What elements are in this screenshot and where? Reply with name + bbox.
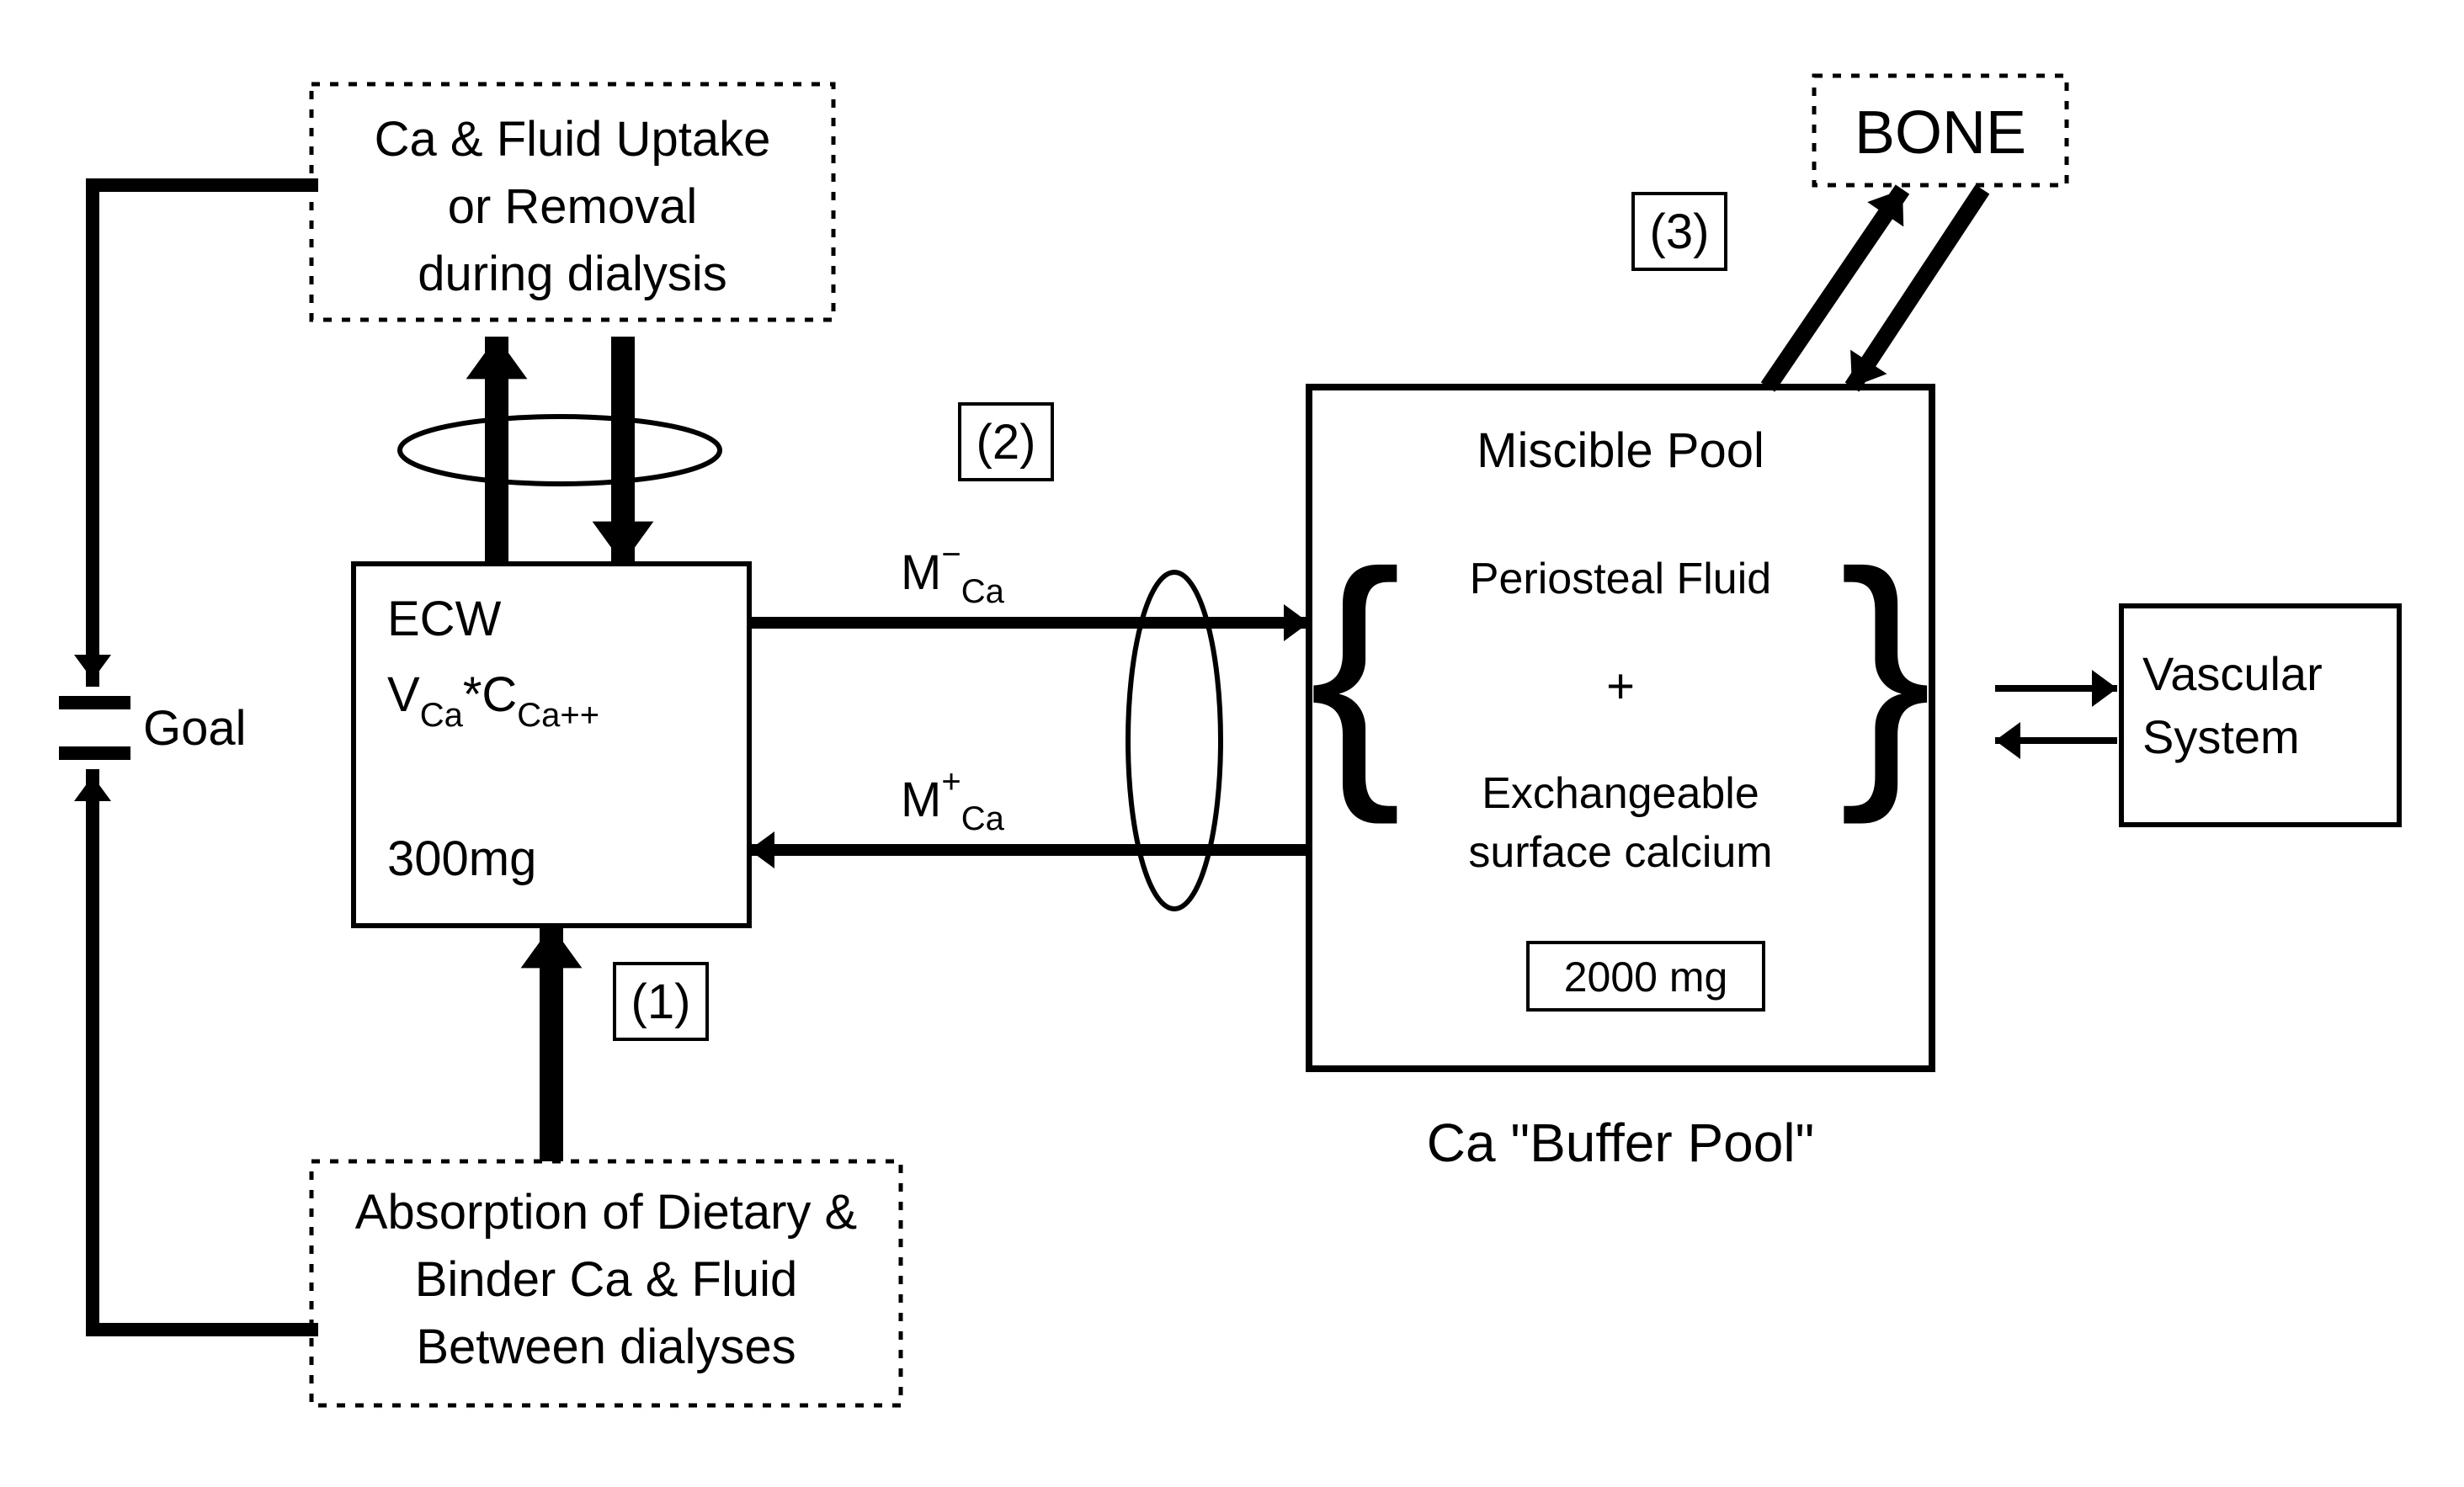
miscible-to-ecw-arrow-head — [749, 831, 774, 868]
absorption-l2: Binder Ca & Fluid — [415, 1252, 798, 1307]
absorption-l3: Between dialyses — [416, 1320, 796, 1374]
miscible-periosteal: Periosteal Fluid — [1470, 555, 1771, 603]
m-out-label: M−Ca — [901, 536, 1005, 610]
vascular-to-miscible-arrow-head — [1995, 722, 2020, 759]
vascular-l1: Vascular — [2142, 647, 2323, 700]
dialysis-up-arrow-head — [466, 337, 528, 379]
miscible-title: Miscible Pool — [1477, 423, 1764, 478]
goal-label: Goal — [143, 701, 247, 756]
marker-1: (1) — [631, 975, 691, 1029]
ecw-to-miscible-arrow-head — [1284, 604, 1309, 641]
bone-label: BONE — [1855, 99, 2026, 167]
ecw-mass: 300mg — [387, 831, 536, 886]
dialysis-down-arrow-head — [593, 522, 654, 564]
from-bone-arrow — [1852, 189, 1982, 387]
goal-bottom-arrow-head — [74, 776, 111, 801]
absorption-up-arrow-head — [521, 926, 583, 968]
brace-left: { — [1309, 514, 1402, 826]
marker-3: (3) — [1650, 204, 1710, 259]
vascular-l2: System — [2142, 710, 2300, 763]
ecw-formula: VCa*CCa++ — [387, 667, 599, 734]
m-in-label: M+Ca — [901, 763, 1005, 837]
dialysis-l2: or Removal — [448, 179, 698, 234]
ecw-title: ECW — [387, 592, 502, 646]
goal-top-arrow-head — [74, 655, 111, 680]
to-bone-arrow — [1768, 189, 1903, 387]
dialysis-l3: during dialysis — [418, 247, 727, 301]
absorption-l1: Absorption of Dietary & — [355, 1185, 857, 1240]
buffer-caption: Ca "Buffer Pool" — [1427, 1113, 1815, 1173]
miscible-mass: 2000 mg — [1564, 953, 1728, 1001]
miscible-plus: + — [1606, 659, 1635, 714]
miscible-to-vascular-arrow-head — [2092, 670, 2117, 707]
dialysis-l1: Ca & Fluid Uptake — [375, 112, 771, 167]
brace-right: } — [1839, 514, 1932, 826]
marker-2: (2) — [977, 415, 1036, 470]
miscible-exch-b: surface calcium — [1468, 828, 1772, 877]
dialysis-ellipse — [400, 417, 720, 484]
miscible-exch-a: Exchangeable — [1482, 769, 1759, 818]
